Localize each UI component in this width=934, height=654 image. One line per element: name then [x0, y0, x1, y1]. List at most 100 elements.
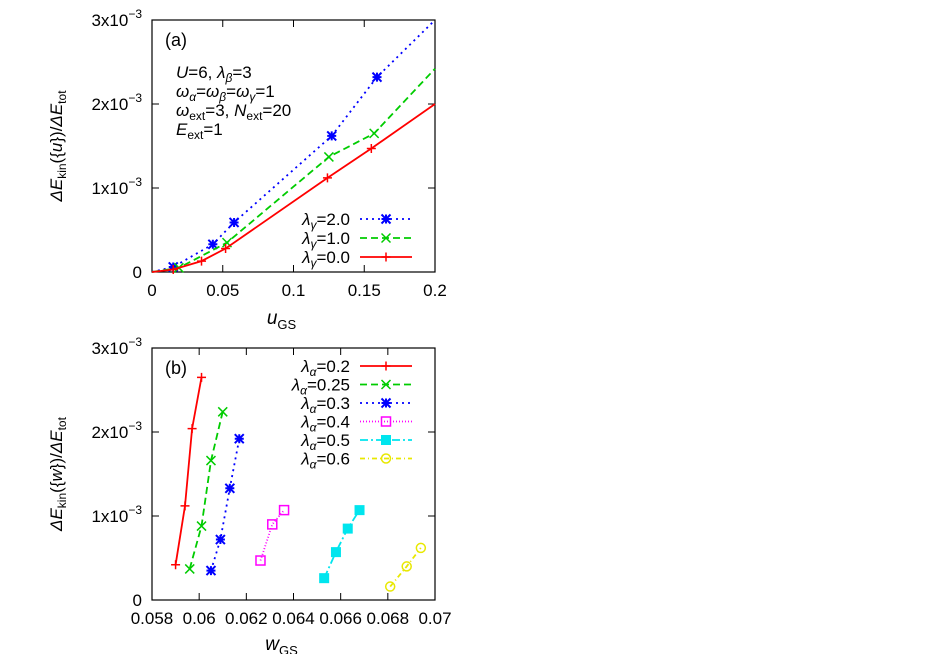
- legend-marker: [381, 361, 391, 371]
- legend-label: λα=0.6: [300, 450, 350, 472]
- y-axis-label: ΔEkin({u})/ΔEtot: [47, 90, 69, 203]
- data-point: [267, 519, 278, 530]
- legend-marker: [381, 435, 391, 445]
- data-point: [415, 542, 427, 554]
- panel-label: (a): [165, 30, 187, 50]
- x-tick-label: 0.066: [319, 609, 362, 628]
- y-tick-label: 0: [133, 591, 142, 610]
- legend-label: λα=0.25: [291, 376, 350, 398]
- data-point: [354, 505, 365, 516]
- data-point: [278, 504, 290, 516]
- data-point: [207, 239, 219, 250]
- x-axis-label: uGS: [267, 308, 297, 332]
- series-λγ=2.0: λγ=2.0: [151, 19, 436, 273]
- y-tick-label: 2x10−3: [91, 419, 142, 442]
- series-line: [210, 438, 241, 571]
- series-line: [259, 509, 285, 561]
- y-tick-label: 1x10−3: [91, 503, 142, 526]
- panel-b: 0.058 0.06 0.062 0.064 0.066 0.068 0.07 0 1x10−3…: [47, 335, 452, 654]
- data-point: [184, 563, 195, 574]
- legend-label: λγ=0.0: [301, 248, 350, 270]
- panel-label: (b): [165, 358, 187, 378]
- series-line: [389, 547, 422, 588]
- x-axis-label: wGS: [265, 634, 298, 654]
- series-λα=0.5: λα=0.5: [300, 431, 412, 584]
- data-point: [401, 561, 412, 572]
- data-point: [384, 581, 396, 592]
- data-point: [342, 523, 353, 534]
- legend-label: λα=0.3: [300, 394, 350, 416]
- data-point: [171, 560, 181, 570]
- parameter-annotation: ωext=3, Next=20: [176, 101, 291, 123]
- data-point: [369, 128, 380, 139]
- x-tick-label: 0.07: [418, 609, 451, 628]
- data-point: [205, 565, 217, 576]
- series-λα=0.2: λα=0.2: [171, 357, 412, 570]
- data-point: [224, 483, 236, 494]
- plot-frame: [151, 19, 436, 273]
- y-tick-label: 3x10−3: [91, 7, 142, 30]
- legend-label: λα=0.5: [300, 431, 350, 453]
- data-point: [371, 71, 383, 83]
- data-point: [326, 130, 337, 142]
- x-tick-label: 0.062: [225, 609, 268, 628]
- data-point: [319, 573, 330, 584]
- series-λα=0.4: λα=0.4: [255, 413, 412, 566]
- legend-marker: [380, 232, 392, 244]
- y-tick-label: 0: [133, 263, 142, 282]
- legend-label: λγ=2.0: [301, 210, 350, 232]
- data-point: [221, 243, 231, 253]
- x-tick-label: 0.1: [282, 281, 306, 300]
- legend-marker: [381, 252, 391, 262]
- data-point: [255, 555, 266, 566]
- data-point: [180, 501, 190, 511]
- x-tick-label: 0.06: [183, 609, 216, 628]
- series-line: [174, 377, 203, 565]
- legend-marker: [380, 379, 392, 390]
- data-point: [234, 433, 245, 444]
- parameter-annotation: ωα=ωβ=ωγ=1: [176, 82, 275, 104]
- data-point: [228, 217, 240, 228]
- panel-a: 0 0.05 0.1 0.15 0.2 0 1x10−3 2x10−3 3x10−3 uGS ΔEk…: [47, 7, 447, 332]
- data-point: [217, 406, 228, 417]
- parameter-annotation: U=6, λβ=3: [176, 63, 252, 85]
- legend-marker: [380, 453, 392, 464]
- data-point: [168, 264, 178, 274]
- x-tick-label: 0.05: [206, 281, 239, 300]
- series-line: [188, 411, 224, 570]
- series-line: [323, 509, 361, 579]
- legend-label: λγ=1.0: [301, 229, 350, 251]
- data-point: [215, 534, 226, 545]
- y-tick-label: 1x10−3: [91, 175, 142, 198]
- y-tick-label: 2x10−3: [91, 91, 142, 114]
- data-point: [330, 547, 341, 558]
- data-point: [366, 144, 376, 154]
- data-point: [187, 424, 197, 434]
- series-line: [151, 19, 436, 273]
- legend-marker: [380, 416, 392, 427]
- series-λα=0.3: λα=0.3: [205, 394, 412, 576]
- x-tick-label: 0: [147, 281, 156, 300]
- x-tick-label: 0.058: [131, 609, 174, 628]
- data-point: [323, 151, 334, 162]
- legend-marker: [380, 213, 392, 225]
- x-tick-label: 0.064: [272, 609, 315, 628]
- series-λγ=0.0: λγ=0.0: [151, 103, 436, 274]
- data-point: [205, 455, 216, 466]
- x-tick-label: 0.15: [348, 281, 381, 300]
- x-tick-label: 0.2: [423, 281, 447, 300]
- data-point: [197, 372, 207, 382]
- data-point: [196, 521, 207, 532]
- y-tick-label: 3x10−3: [91, 335, 142, 358]
- x-tick-label: 0.068: [367, 609, 410, 628]
- series-λα=0.25: λα=0.25: [184, 376, 412, 574]
- legend-marker: [380, 397, 392, 409]
- legend-label: λα=0.2: [300, 357, 350, 379]
- data-point: [322, 173, 332, 183]
- data-point: [197, 256, 207, 266]
- series-λα=0.6: λα=0.6: [300, 450, 427, 592]
- legend-label: λα=0.4: [300, 413, 350, 435]
- y-axis-label: ΔEkin({w})/ΔEtot: [47, 416, 69, 532]
- parameter-annotation: Eext=1: [176, 120, 223, 142]
